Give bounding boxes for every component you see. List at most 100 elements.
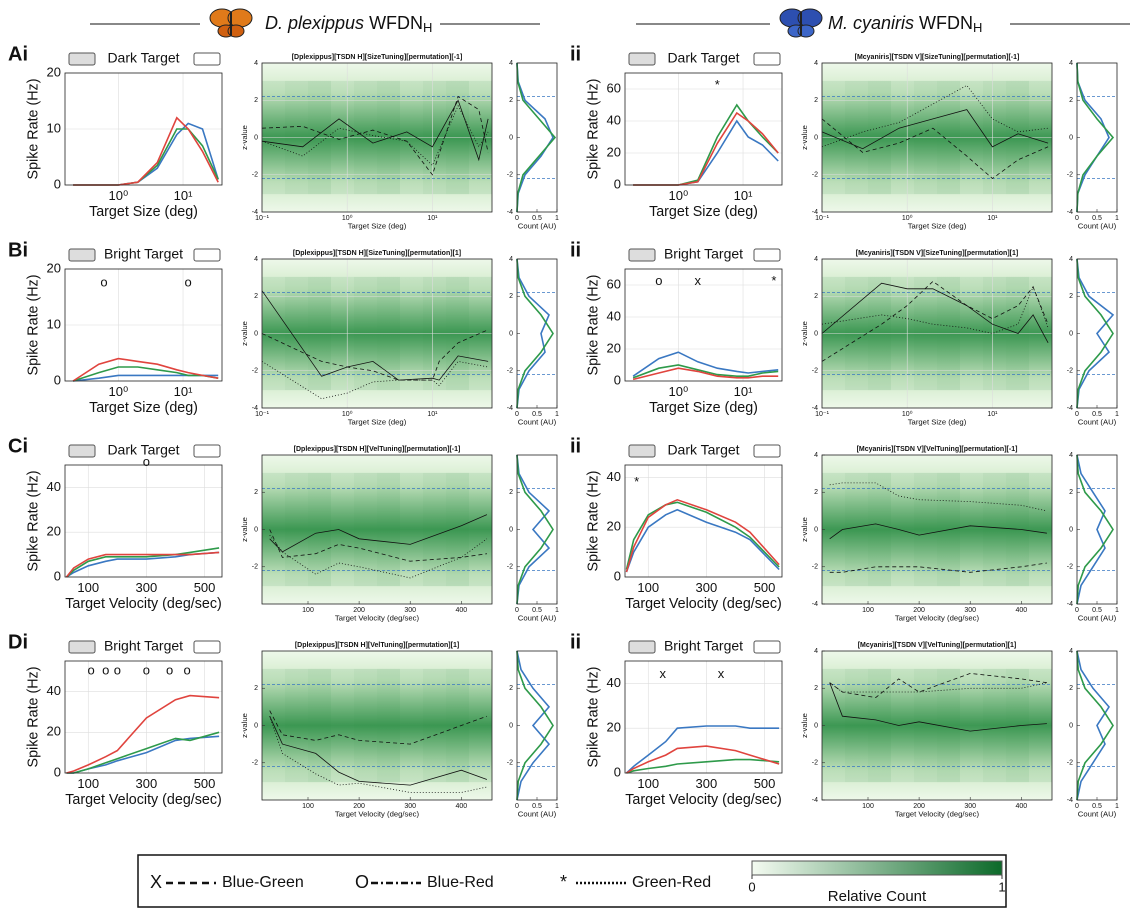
panel-label: ii xyxy=(570,435,581,457)
heat-band xyxy=(308,473,331,586)
chart: 10⁻¹10⁰10¹-4-2024[Mcyaniris][TSDN V][Siz… xyxy=(800,54,1052,231)
x-axis-label: Count (AU) xyxy=(1078,810,1117,819)
chart: 00.51-4-2024Count (AU) xyxy=(507,60,559,231)
y-tick-label: 2 xyxy=(1069,685,1073,692)
species: M. cyaniris xyxy=(828,13,914,33)
x-tick-label: 10¹ xyxy=(427,215,438,222)
y-axis-label: Spike Rate (Hz) xyxy=(586,275,602,376)
x-tick-label: 500 xyxy=(194,580,216,595)
target-icon xyxy=(194,53,220,65)
x-axis-label: Count (AU) xyxy=(1078,222,1117,231)
heat-band xyxy=(262,473,285,586)
y-tick-label: 2 xyxy=(1069,293,1073,300)
heat-band xyxy=(400,473,423,586)
y-tick-label: 4 xyxy=(509,60,513,67)
y-tick-label: 4 xyxy=(814,648,818,655)
y-tick-label: 2 xyxy=(254,489,258,496)
x-tick-label: 10¹ xyxy=(734,384,753,399)
y-axis-label: z-value xyxy=(240,125,249,150)
y-tick-label: -4 xyxy=(507,209,513,216)
y-axis-label: z-value xyxy=(800,321,809,346)
target-label: Bright Target xyxy=(104,246,183,262)
y-tick-label: 4 xyxy=(1069,648,1073,655)
y-tick-label: 2 xyxy=(509,293,513,300)
y-tick-label: 0 xyxy=(1069,722,1073,729)
chart: 10030050002040oTarget Velocity (deg/sec)… xyxy=(26,442,222,612)
x-axis-label: Target Size (deg) xyxy=(348,418,407,427)
x-tick-label: 10¹ xyxy=(734,188,753,203)
legend-label: Green-Red xyxy=(632,874,711,891)
butterfly-cyaniris xyxy=(780,9,822,37)
y-tick-label: 60 xyxy=(607,276,621,291)
y-tick-label: -4 xyxy=(812,797,818,804)
y-tick-label: -2 xyxy=(812,368,818,375)
y-tick-label: -4 xyxy=(507,405,513,412)
y-tick-label: 20 xyxy=(607,720,621,735)
x-tick-label: 300 xyxy=(136,580,158,595)
annotation: o xyxy=(114,663,121,678)
y-axis-label: z-value xyxy=(800,517,809,542)
y-tick-label: 4 xyxy=(1069,452,1073,459)
x-tick-label: 10⁻¹ xyxy=(815,215,829,222)
plot-area xyxy=(517,259,557,408)
y-axis-label: Spike Rate (Hz) xyxy=(26,471,42,572)
chart: 00.51-4-2024Count (AU) xyxy=(507,256,559,427)
y-tick-label: 0 xyxy=(509,134,513,141)
target-icon xyxy=(629,445,655,457)
y-tick-label: 0 xyxy=(54,176,61,191)
y-tick-label: 10 xyxy=(47,120,61,135)
y-tick-label: 2 xyxy=(1069,489,1073,496)
heat-band xyxy=(983,669,1006,782)
panel-label: ii xyxy=(570,631,581,653)
heat-band xyxy=(285,473,308,586)
y-axis-label: z-value xyxy=(240,321,249,346)
x-axis-label: Count (AU) xyxy=(1078,418,1117,427)
y-tick-label: 0 xyxy=(814,330,818,337)
y-tick-label: 2 xyxy=(254,97,258,104)
y-tick-label: 0 xyxy=(254,330,258,337)
annotation: o xyxy=(655,273,662,288)
y-tick-label: 0 xyxy=(814,134,818,141)
y-tick-label: 2 xyxy=(509,685,513,692)
y-axis-label: z-value xyxy=(800,713,809,738)
heat-band xyxy=(914,669,937,782)
chart: 10⁰10¹01020Target Size (deg)Spike Rate (… xyxy=(26,50,222,220)
heat-band xyxy=(845,473,868,586)
legend-symbol: * xyxy=(560,872,567,892)
panel-label: Di xyxy=(8,631,28,653)
y-tick-label: 10 xyxy=(47,316,61,331)
y-tick-label: 0 xyxy=(1069,330,1073,337)
chart: 10⁰10¹01020ooTarget Size (deg)Spike Rate… xyxy=(26,246,222,416)
target-icon xyxy=(754,53,780,65)
heat-band xyxy=(354,669,377,782)
x-tick-label: 10¹ xyxy=(427,411,438,418)
chart: 10⁰10¹0204060ox*Target Size (deg)Spike R… xyxy=(586,246,782,416)
x-tick-label: 300 xyxy=(136,776,158,791)
heat-band xyxy=(822,473,845,586)
x-tick-label: 300 xyxy=(696,776,718,791)
heat-band xyxy=(469,669,492,782)
target-label: Dark Target xyxy=(107,442,179,458)
y-tick-label: 0 xyxy=(814,526,818,533)
panel-label: Ci xyxy=(8,435,28,457)
y-tick-label: 0 xyxy=(54,764,61,779)
x-tick-label: 300 xyxy=(696,580,718,595)
heat-band xyxy=(446,473,469,586)
species: D. plexippus xyxy=(265,13,364,33)
y-tick-label: -2 xyxy=(252,760,258,767)
y-tick-label: 20 xyxy=(607,144,621,159)
x-tick-label: 100 xyxy=(637,580,659,595)
colorbar-tick-label: 1 xyxy=(998,879,1005,894)
annotation: o xyxy=(88,663,95,678)
target-icon xyxy=(754,445,780,457)
x-tick-label: 10⁰ xyxy=(668,384,688,399)
y-tick-label: 40 xyxy=(47,479,61,494)
heat-band xyxy=(423,473,446,586)
x-axis-label: Count (AU) xyxy=(518,810,557,819)
x-axis-label: Target Velocity (deg/sec) xyxy=(65,596,222,612)
heat-band xyxy=(377,669,400,782)
chart: 100200300400-4-2024[Mcyaniris][TSDN V][V… xyxy=(800,642,1052,819)
heat-band xyxy=(845,669,868,782)
heat-band xyxy=(446,669,469,782)
